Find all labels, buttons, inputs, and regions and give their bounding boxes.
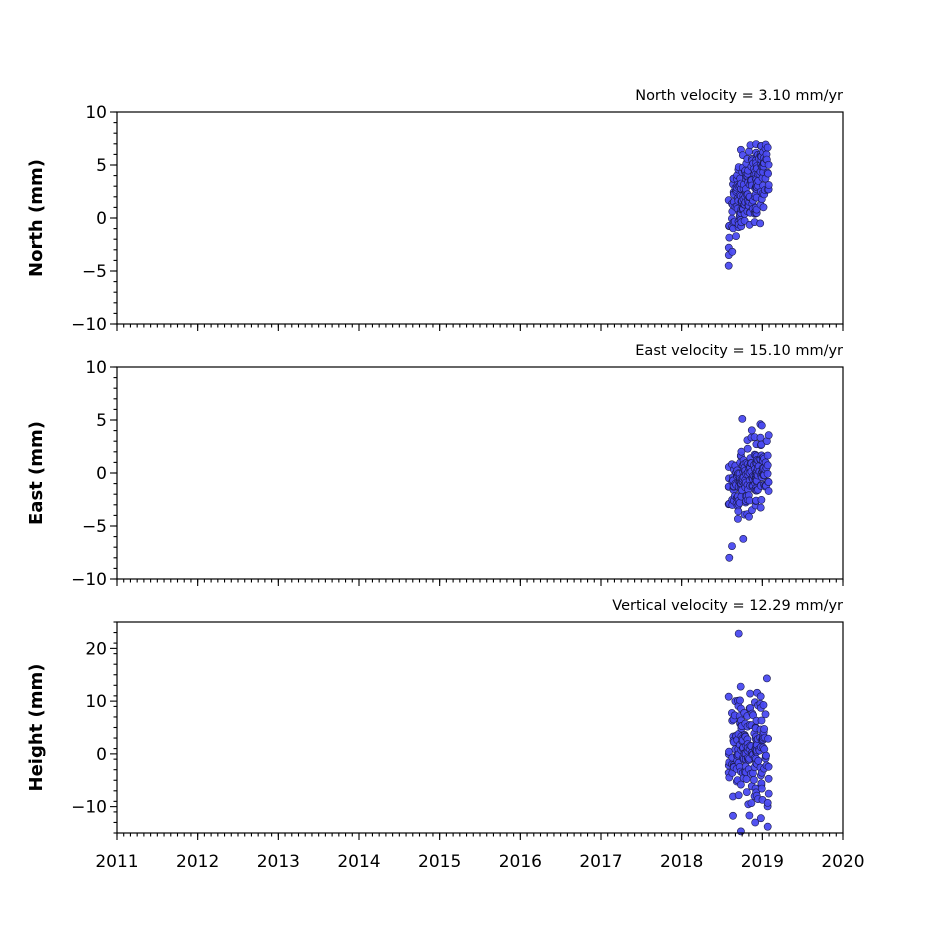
x-tick-label: 2018: [660, 852, 703, 872]
x-tick-label: 2017: [579, 852, 622, 872]
data-point: [764, 160, 773, 169]
data-point: [745, 147, 753, 156]
data-point: [763, 799, 772, 807]
data-point: [739, 535, 748, 543]
y-tick-label: 10: [85, 692, 107, 712]
panel-title: East velocity = 15.10 mm/yr: [635, 343, 843, 359]
x-tick-label: 2019: [741, 852, 784, 872]
x-tick-label: 2016: [499, 852, 542, 872]
data-point: [763, 461, 772, 470]
data-point: [734, 791, 743, 800]
x-tick-label: 2020: [821, 852, 864, 872]
data-point: [760, 745, 769, 754]
data-point: [737, 447, 746, 456]
data-point: [756, 433, 765, 442]
data-point: [737, 827, 745, 836]
east-panel: East velocity = 15.10 mm/yr East (mm) −10 −…: [26, 343, 844, 590]
y-tick-label: 20: [85, 639, 107, 659]
x-tick-label: 2012: [176, 852, 219, 872]
data-point: [747, 426, 756, 435]
data-point: [764, 487, 773, 495]
x-tick-label: 2013: [257, 852, 300, 872]
data-point: [764, 789, 773, 798]
y-tick-label: 0: [96, 209, 107, 229]
y-tick-label: −10: [71, 570, 107, 590]
y-tick-label: −5: [82, 517, 107, 537]
data-point: [759, 203, 768, 212]
panel-title: Vertical velocity = 12.29 mm/yr: [612, 598, 843, 614]
data-point: [728, 247, 737, 256]
data-point: [736, 682, 745, 691]
data-point: [764, 478, 773, 486]
data-point: [747, 799, 756, 807]
data-point: [751, 818, 760, 827]
north-panel: North velocity = 3.10 mm/yr North (mm) −10…: [26, 88, 844, 335]
height-panel: Vertical velocity = 12.29 mm/yr Height (m…: [26, 598, 865, 872]
data-point: [761, 710, 770, 719]
data-point: [754, 756, 763, 765]
data-point: [763, 143, 772, 152]
y-tick-label: 0: [96, 464, 107, 484]
data-point: [724, 261, 733, 270]
data-point: [764, 431, 773, 440]
y-tick-label: 5: [96, 411, 107, 431]
data-point: [757, 784, 766, 793]
x-tick-label: 2015: [418, 852, 461, 872]
data-point: [763, 469, 772, 478]
data-point: [745, 512, 753, 521]
data-point: [725, 553, 734, 562]
data-point: [763, 451, 772, 460]
data-point: [757, 716, 766, 725]
y-tick-label: 0: [96, 745, 107, 765]
y-tick-label: 10: [85, 358, 107, 378]
y-axis-label: North (mm): [26, 159, 47, 277]
data-point: [760, 725, 769, 733]
y-tick-label: −5: [82, 262, 107, 282]
data-point: [756, 692, 765, 701]
data-point: [724, 692, 733, 701]
data-point: [725, 233, 734, 242]
data-point: [764, 762, 773, 771]
plot-frame: [116, 621, 844, 834]
data-point: [759, 701, 768, 709]
data-point: [763, 674, 771, 683]
data-point: [742, 788, 751, 796]
data-point: [743, 444, 752, 453]
data-point: [763, 822, 772, 831]
data-point: [736, 696, 744, 705]
data-point: [746, 689, 754, 698]
data-point: [756, 503, 765, 512]
data-point: [729, 811, 737, 820]
y-tick-label: 10: [85, 103, 107, 123]
y-axis-label: Height (mm): [26, 664, 47, 792]
data-point: [757, 814, 765, 823]
data-point: [737, 780, 745, 789]
x-tick-label: 2011: [95, 852, 138, 872]
data-point: [745, 811, 754, 820]
x-tick-label: 2014: [337, 852, 380, 872]
data-point: [764, 169, 772, 178]
data-point: [734, 515, 742, 523]
data-point: [732, 232, 740, 240]
data-point: [757, 495, 766, 504]
data-point: [756, 219, 765, 228]
data-point: [764, 774, 773, 783]
data-point: [764, 734, 772, 743]
data-point: [762, 751, 770, 760]
data-point: [750, 776, 758, 784]
data-point: [734, 629, 743, 638]
y-axis-label: East (mm): [26, 421, 47, 525]
y-tick-label: −10: [71, 798, 107, 818]
y-tick-label: −10: [71, 315, 107, 335]
data-point: [728, 542, 736, 550]
panel-title: North velocity = 3.10 mm/yr: [635, 88, 843, 104]
data-point: [757, 421, 766, 430]
data-point: [764, 181, 773, 189]
y-tick-label: 5: [96, 156, 107, 176]
data-point: [738, 414, 747, 423]
